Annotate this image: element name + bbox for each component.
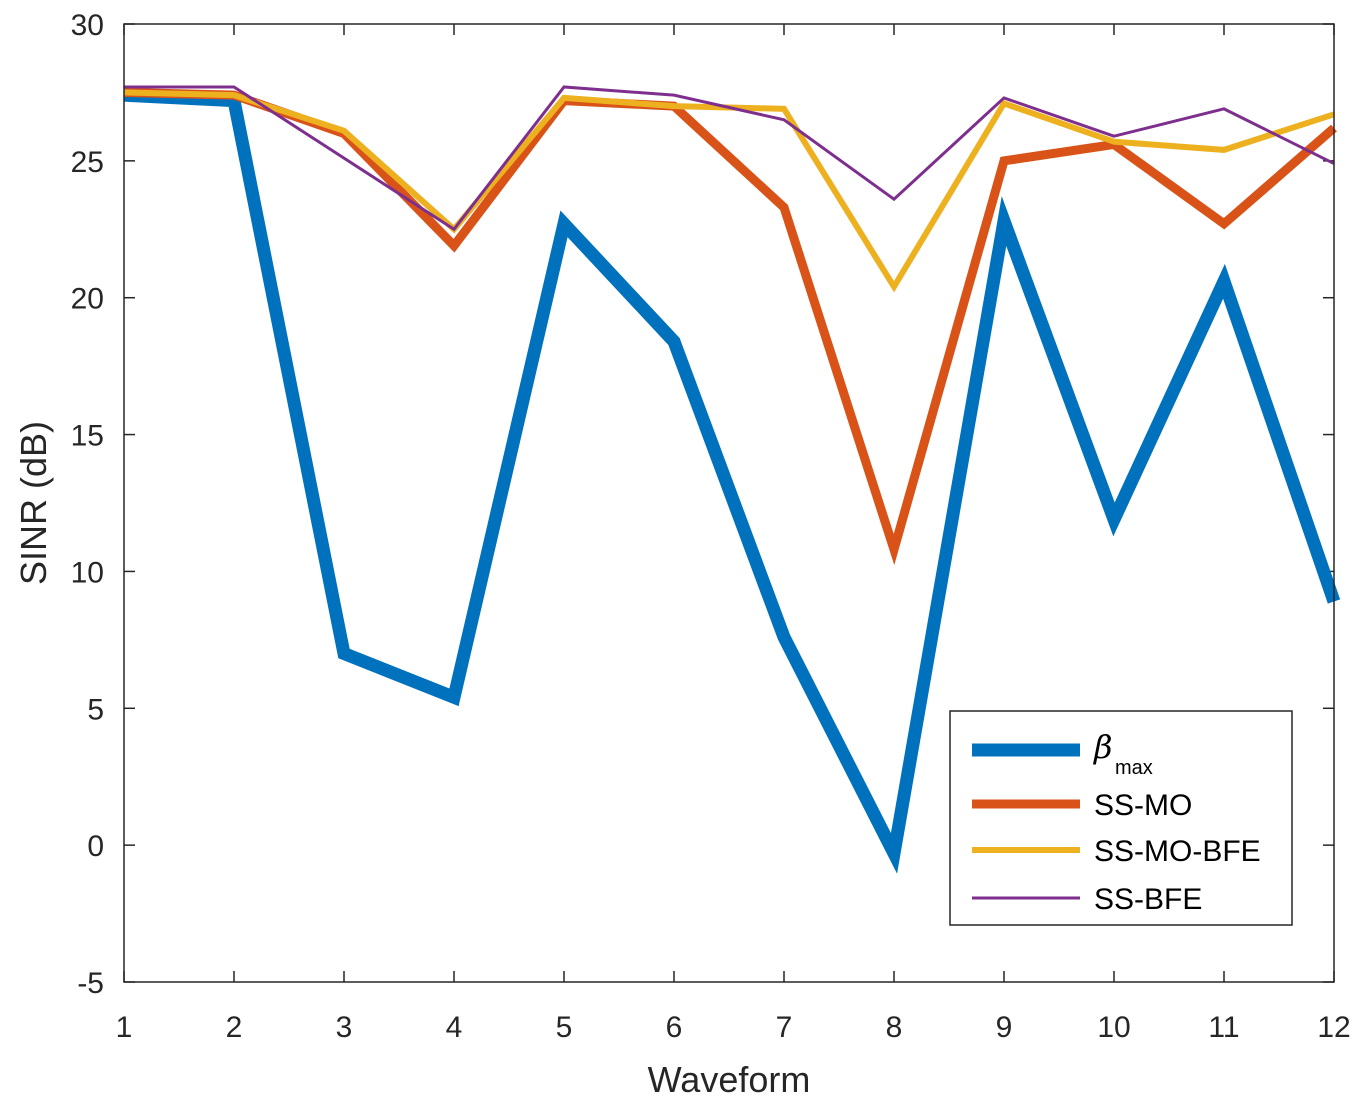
axis-ticks bbox=[123, 23, 1335, 983]
legend-label: β bbox=[1093, 728, 1113, 766]
y-axis-title: SINR (dB) bbox=[13, 421, 54, 585]
x-tick-label: 5 bbox=[556, 1011, 573, 1044]
series-line-1 bbox=[123, 88, 1341, 874]
y-tick-label: 5 bbox=[87, 693, 104, 726]
series-lines bbox=[123, 85, 1341, 874]
x-tick-label: 11 bbox=[1208, 1011, 1239, 1044]
y-tick-label: 10 bbox=[71, 556, 104, 589]
x-axis-title: Waveform bbox=[648, 1059, 811, 1100]
x-tick-label: 9 bbox=[996, 1011, 1013, 1044]
y-tick-label: 0 bbox=[87, 830, 104, 863]
x-tick-label: 12 bbox=[1317, 1011, 1350, 1044]
y-tick-label: 20 bbox=[71, 283, 104, 316]
x-tick-label: 4 bbox=[446, 1011, 463, 1044]
x-tick-label: 1 bbox=[116, 1011, 133, 1044]
x-tick-label: 3 bbox=[336, 1011, 353, 1044]
x-tick-label: 2 bbox=[226, 1011, 243, 1044]
y-tick-label: 15 bbox=[71, 420, 104, 453]
legend-label-subscript: max bbox=[1115, 757, 1153, 779]
x-tick-label: 10 bbox=[1097, 1011, 1130, 1044]
x-tick-label: 8 bbox=[886, 1011, 903, 1044]
plot-frame bbox=[123, 23, 1335, 983]
legend-label: SS-BFE bbox=[1094, 883, 1202, 916]
y-tick-label: -5 bbox=[77, 967, 104, 1000]
x-tick-label: 7 bbox=[776, 1011, 793, 1044]
y-tick-label: 25 bbox=[71, 146, 104, 179]
series-line-4 bbox=[124, 85, 1335, 232]
y-tick-label: 30 bbox=[71, 9, 104, 42]
legend-label: SS-MO-BFE bbox=[1094, 835, 1261, 868]
x-tick-label: 6 bbox=[666, 1011, 683, 1044]
legend-label: SS-MO bbox=[1094, 789, 1192, 822]
